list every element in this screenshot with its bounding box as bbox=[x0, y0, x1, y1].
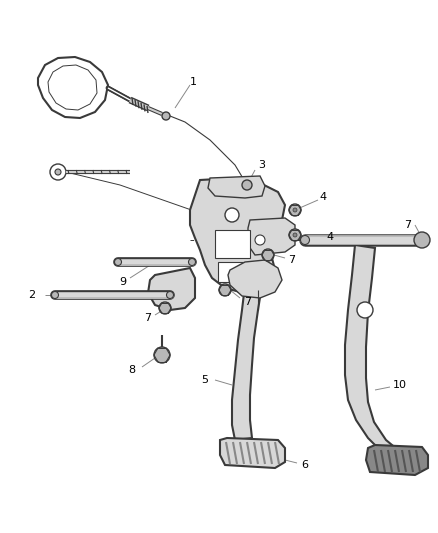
Circle shape bbox=[242, 180, 252, 190]
Text: 4: 4 bbox=[326, 232, 334, 242]
Polygon shape bbox=[232, 285, 262, 440]
Circle shape bbox=[50, 164, 66, 180]
Circle shape bbox=[225, 208, 239, 222]
Text: 7: 7 bbox=[404, 220, 412, 230]
Polygon shape bbox=[220, 438, 285, 468]
Polygon shape bbox=[366, 445, 428, 475]
Bar bbox=[215, 230, 250, 258]
Circle shape bbox=[289, 204, 301, 216]
Circle shape bbox=[255, 235, 265, 245]
Circle shape bbox=[357, 302, 373, 318]
Circle shape bbox=[55, 169, 61, 175]
Polygon shape bbox=[208, 176, 265, 198]
Text: 3: 3 bbox=[258, 160, 265, 170]
Text: 7: 7 bbox=[289, 255, 296, 265]
Text: 9: 9 bbox=[120, 277, 127, 287]
Text: 2: 2 bbox=[28, 290, 35, 300]
Circle shape bbox=[114, 259, 121, 265]
Text: 4: 4 bbox=[319, 192, 327, 202]
Polygon shape bbox=[228, 260, 282, 298]
Text: 1: 1 bbox=[190, 77, 197, 87]
Circle shape bbox=[166, 292, 173, 298]
Polygon shape bbox=[148, 268, 195, 310]
Text: 8: 8 bbox=[128, 365, 136, 375]
Circle shape bbox=[162, 112, 170, 120]
Circle shape bbox=[414, 232, 430, 248]
Polygon shape bbox=[248, 218, 295, 255]
Circle shape bbox=[289, 229, 301, 241]
Circle shape bbox=[293, 208, 297, 212]
Polygon shape bbox=[190, 178, 285, 292]
Circle shape bbox=[417, 236, 427, 245]
Circle shape bbox=[188, 259, 195, 265]
Circle shape bbox=[154, 347, 170, 363]
Text: 7: 7 bbox=[244, 297, 251, 307]
Text: 6: 6 bbox=[301, 460, 308, 470]
Circle shape bbox=[219, 284, 231, 296]
Bar bbox=[218, 262, 248, 282]
Circle shape bbox=[293, 233, 297, 237]
Circle shape bbox=[159, 302, 171, 314]
Text: 10: 10 bbox=[393, 380, 407, 390]
Circle shape bbox=[52, 292, 59, 298]
Polygon shape bbox=[345, 245, 398, 452]
Text: 5: 5 bbox=[201, 375, 208, 385]
Text: 7: 7 bbox=[145, 313, 152, 323]
Circle shape bbox=[262, 249, 274, 261]
Circle shape bbox=[300, 236, 310, 245]
